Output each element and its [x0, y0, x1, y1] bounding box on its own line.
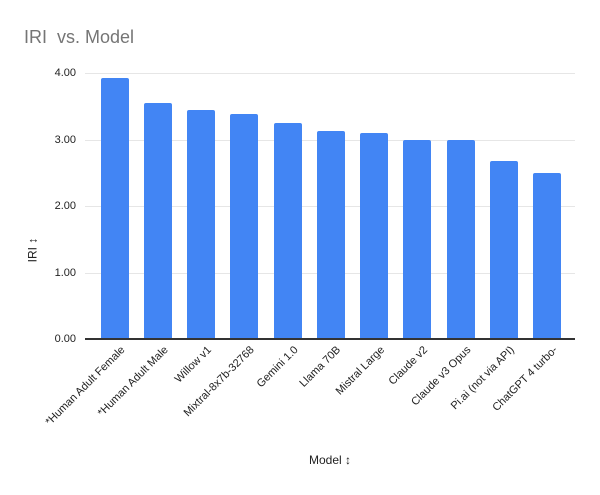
y-tick-label: 2.00: [54, 200, 76, 212]
bar-slot: [180, 73, 223, 339]
bar-Gemini 1.0: [273, 122, 302, 339]
bar-slot: [439, 73, 482, 339]
y-tick-label: 1.00: [54, 266, 76, 279]
x-axis-title: Model ↕: [308, 453, 352, 467]
bar-slot: [353, 73, 396, 339]
bar-slot: [396, 73, 439, 339]
bar-Claude v2: [403, 139, 432, 339]
chart-title: IRI vs. Model: [24, 27, 135, 47]
bar-slot: [482, 73, 525, 339]
x-tick-label: Gemini 1.0: [254, 344, 301, 391]
bar-slot: [526, 73, 569, 339]
bar-Pi.ai (not via API): [490, 160, 519, 339]
x-tick-label: Llama 70B: [297, 344, 344, 390]
x-tick-label: *Human Adult Female: [42, 344, 128, 429]
y-tick-labels: 0.00 1.00 2.00 3.00 4.00: [0, 67, 76, 345]
bar-ChatGPT 4 turbo-: [533, 172, 562, 339]
y-tick-label: 3.00: [54, 133, 76, 146]
y-tick-label: 0.00: [54, 333, 76, 345]
bar-slot: [266, 73, 309, 339]
x-tick-label: Willow v1: [172, 344, 214, 386]
x-tick-label: Claude v2: [386, 344, 431, 388]
bar-Willow v1: [187, 110, 216, 339]
x-axis-line: [85, 338, 575, 340]
bar-Llama 70B: [316, 130, 345, 339]
plot-area: [85, 73, 575, 340]
bar-Claude v3 Opus: [446, 140, 475, 339]
y-tick-label: 4.00: [54, 67, 76, 79]
bar-*Human Adult Female: [100, 78, 129, 339]
bars: [93, 73, 569, 339]
bar-Mixtral-8x7b-32768: [230, 113, 259, 339]
bar-*Human Adult Male: [143, 102, 172, 339]
bar-slot: [136, 73, 179, 339]
bar-slot: [309, 73, 352, 339]
bar-slot: [93, 73, 136, 339]
bar-Mistral Large: [360, 132, 389, 339]
bar-slot: [223, 73, 266, 339]
x-tick-labels: *Human Adult Female *Human Adult Male Will…: [43, 344, 575, 454]
gridline: [85, 73, 575, 74]
